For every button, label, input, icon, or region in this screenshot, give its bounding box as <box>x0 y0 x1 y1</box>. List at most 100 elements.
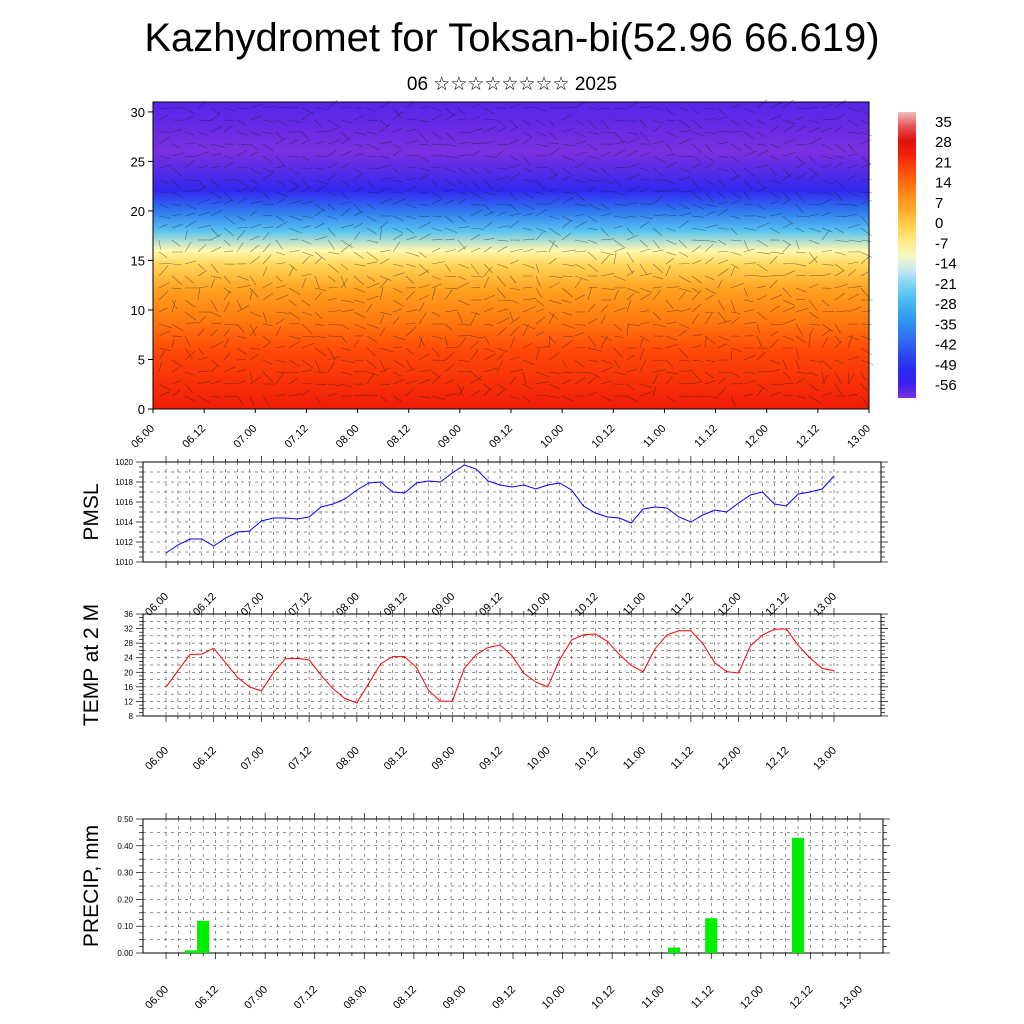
wind-barb <box>587 239 598 244</box>
wind-barb <box>353 143 364 147</box>
wind-barb <box>262 341 271 349</box>
wind-barb <box>223 107 237 112</box>
wind-barb <box>197 119 212 121</box>
wind-barb <box>756 239 768 247</box>
wind-barb <box>483 277 489 289</box>
wind-barb <box>678 308 692 313</box>
wind-barb <box>379 123 391 133</box>
wind-barb <box>509 191 517 201</box>
wind-barb <box>418 353 430 361</box>
wind-barb <box>847 335 860 341</box>
wind-barb <box>665 299 674 309</box>
x-tick-label: 11.12 <box>692 423 719 450</box>
wind-barb <box>353 203 362 213</box>
wind-barb <box>821 229 830 241</box>
wind-barb <box>366 251 379 261</box>
wind-barb <box>691 131 705 137</box>
wind-barb <box>704 311 715 314</box>
wind-barb <box>275 137 287 145</box>
wind-barb <box>262 226 274 229</box>
wind-barb <box>275 359 287 363</box>
wind-barb <box>600 359 613 364</box>
wind-barb <box>236 131 248 136</box>
wind-barb <box>626 202 638 205</box>
wind-barb <box>288 250 300 253</box>
y-tick-label: 5 <box>138 352 145 367</box>
wind-barb <box>704 257 714 265</box>
wind-barb <box>847 373 855 385</box>
wind-barb <box>821 179 834 185</box>
wind-barb <box>782 319 796 325</box>
wind-barb <box>665 188 677 193</box>
wind-barb <box>223 227 235 237</box>
wind-barb <box>197 101 207 109</box>
wind-barb <box>210 227 220 238</box>
wind-barb <box>431 335 444 340</box>
wind-barb <box>665 131 678 138</box>
wind-barb <box>483 263 493 274</box>
wind-barb <box>249 185 258 193</box>
wind-barb <box>587 227 597 231</box>
x-tick-label: 12.00 <box>716 745 744 773</box>
x-tick-label: 12.00 <box>738 984 766 1012</box>
wind-barb <box>262 371 273 382</box>
wind-barb <box>691 119 704 129</box>
wind-barb <box>743 262 757 265</box>
wind-barb <box>795 125 807 133</box>
wind-barb <box>444 249 457 253</box>
wind-barb <box>626 369 637 373</box>
wind-barb <box>249 115 263 121</box>
wind-barb <box>496 317 510 325</box>
y-tick-label: 24 <box>124 654 133 663</box>
wind-barb <box>691 313 700 325</box>
wind-barb <box>249 244 260 253</box>
wind-barb <box>535 331 545 337</box>
wind-barb <box>600 304 609 313</box>
wind-barb <box>522 155 532 166</box>
y-tick-label: 0.40 <box>117 842 133 851</box>
wind-barb <box>418 269 430 277</box>
wind-barb <box>327 393 338 397</box>
wind-barb <box>418 143 431 146</box>
wind-barb <box>249 347 261 350</box>
wind-barb <box>470 103 482 109</box>
wind-barb <box>730 347 742 352</box>
wind-barb <box>431 191 442 199</box>
wind-barb <box>691 381 703 385</box>
wind-barb <box>431 227 442 232</box>
wind-barb <box>678 275 692 283</box>
wind-barb <box>548 335 556 344</box>
wind-barb <box>717 167 729 172</box>
wind-barb <box>769 213 783 217</box>
wind-barb <box>834 340 842 349</box>
wind-barb <box>262 395 270 407</box>
wind-barb <box>483 140 495 145</box>
wind-barb <box>678 212 692 217</box>
wind-barb <box>431 371 441 378</box>
wind-barb <box>795 116 805 121</box>
wind-barb <box>223 301 230 313</box>
wind-barb <box>509 212 521 217</box>
wind-barb <box>626 174 640 181</box>
wind-barb <box>717 201 728 205</box>
wind-barb <box>158 350 166 361</box>
wind-barb <box>600 335 608 349</box>
wind-barb <box>379 141 393 145</box>
wind-barb <box>795 171 808 181</box>
wind-barb <box>509 139 519 145</box>
wind-barb <box>522 342 533 349</box>
wind-barb <box>158 164 172 169</box>
wind-barb <box>262 167 275 173</box>
wind-barb <box>353 394 368 397</box>
wind-barb <box>418 369 432 373</box>
wind-barb <box>223 239 232 247</box>
wind-barb <box>522 131 533 138</box>
wind-barb <box>301 107 315 115</box>
wind-barb <box>691 203 705 210</box>
wind-barb <box>288 238 299 241</box>
chart-subtitle: 06 ☆☆☆☆☆☆☆☆ 2025 <box>406 74 618 95</box>
pmsl-grid <box>143 462 881 562</box>
wind-barb <box>665 359 674 368</box>
wind-barb <box>184 143 195 145</box>
x-tick-label: 11.12 <box>689 984 716 1011</box>
